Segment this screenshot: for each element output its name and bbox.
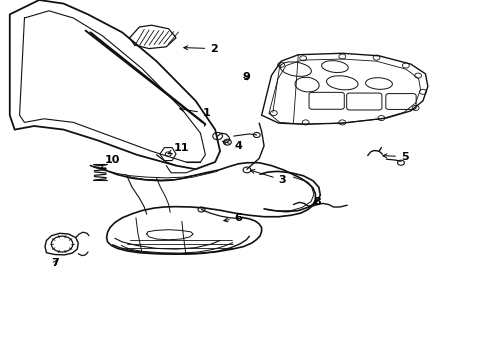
Text: 8: 8: [312, 197, 320, 207]
Text: 2: 2: [183, 44, 218, 54]
Text: 1: 1: [180, 107, 210, 118]
Text: 7: 7: [51, 258, 59, 268]
Text: 11: 11: [168, 143, 189, 154]
Text: 4: 4: [223, 141, 242, 151]
Text: 5: 5: [382, 152, 408, 162]
Text: 10: 10: [101, 155, 120, 168]
Text: 9: 9: [242, 72, 249, 82]
Text: 3: 3: [250, 170, 286, 185]
Text: 6: 6: [224, 213, 242, 223]
